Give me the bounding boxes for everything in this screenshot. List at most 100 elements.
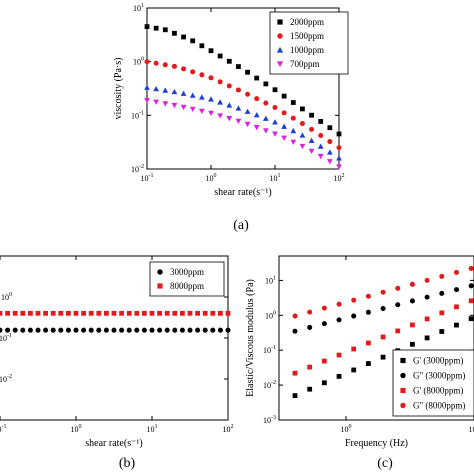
data-point xyxy=(468,265,474,271)
data-point xyxy=(439,273,445,279)
data-point xyxy=(321,305,327,311)
data-point xyxy=(454,304,459,310)
data-point xyxy=(308,137,315,143)
data-point xyxy=(153,25,159,31)
data-point xyxy=(58,327,64,333)
data-point xyxy=(181,34,186,40)
data-point xyxy=(292,328,298,334)
data-point xyxy=(365,293,371,299)
data-point xyxy=(321,321,327,327)
data-point xyxy=(172,327,178,333)
data-point xyxy=(217,113,224,119)
data-point xyxy=(245,69,250,75)
y-tick-label: 10-2 xyxy=(131,164,144,174)
data-point xyxy=(73,310,79,316)
data-point xyxy=(336,155,342,161)
legend-marker xyxy=(400,372,406,379)
data-point xyxy=(351,346,357,352)
data-point xyxy=(199,43,205,49)
data-point xyxy=(300,106,305,112)
data-point xyxy=(290,127,297,134)
data-point xyxy=(439,329,445,334)
data-point xyxy=(81,310,86,316)
data-point xyxy=(290,139,297,146)
data-point xyxy=(180,104,187,111)
data-point xyxy=(104,310,109,316)
y-tick-label: 101 xyxy=(133,3,144,13)
data-point xyxy=(281,110,287,116)
data-point xyxy=(235,87,241,93)
data-point xyxy=(12,327,18,333)
legend-marker xyxy=(400,357,406,364)
series-4 xyxy=(144,97,342,170)
series-4 xyxy=(292,265,474,319)
data-point xyxy=(217,79,223,85)
data-point xyxy=(365,340,371,346)
x-tick-label: 100 xyxy=(340,424,351,434)
data-point xyxy=(317,153,324,160)
data-point xyxy=(58,310,64,316)
data-point xyxy=(327,139,333,145)
legend-label: G" (3000ppm) xyxy=(413,371,465,381)
legend-label: G' (8000ppm) xyxy=(413,386,463,396)
data-point xyxy=(210,310,216,316)
data-point xyxy=(336,373,342,379)
data-point xyxy=(317,143,324,149)
legend-label: G' (3000ppm) xyxy=(413,356,463,366)
data-point xyxy=(327,125,333,131)
data-point xyxy=(336,352,342,358)
data-point xyxy=(208,110,214,116)
x-axis-label: shear rate(s⁻¹) xyxy=(85,438,142,449)
y-tick-label: 100 xyxy=(265,310,276,320)
data-point xyxy=(453,269,459,275)
data-point xyxy=(20,327,26,333)
legend: G' (3000ppm) G" (3000ppm) G' (8000ppm) G" (… xyxy=(392,349,474,417)
data-point xyxy=(454,322,459,328)
data-point xyxy=(225,327,231,333)
data-point xyxy=(380,289,386,295)
data-point xyxy=(424,316,430,322)
data-point xyxy=(336,131,342,137)
panel-label: (c) xyxy=(377,456,393,471)
series-3 xyxy=(144,84,342,161)
data-point xyxy=(119,310,124,316)
legend-marker xyxy=(400,387,406,394)
data-point xyxy=(81,327,87,333)
legend-label: 1000ppm xyxy=(290,45,324,55)
series-1 xyxy=(0,327,231,333)
data-point xyxy=(0,310,3,316)
data-point xyxy=(226,116,233,122)
data-point xyxy=(262,128,269,134)
data-point xyxy=(217,99,224,105)
data-point xyxy=(180,90,187,96)
data-point xyxy=(195,310,200,316)
data-point xyxy=(141,327,147,333)
data-point xyxy=(134,310,140,316)
data-point xyxy=(307,364,313,370)
data-point xyxy=(28,310,33,316)
data-point xyxy=(468,298,474,304)
legend-box xyxy=(269,11,349,75)
series-2 xyxy=(292,283,474,334)
legend-marker xyxy=(400,402,406,409)
x-tick-label: 10-1 xyxy=(0,424,7,434)
data-point xyxy=(236,64,241,69)
y-tick-label: 10-3 xyxy=(263,415,276,425)
legend-label: G" (8000ppm) xyxy=(413,401,465,411)
legend-marker xyxy=(276,46,284,53)
data-point xyxy=(262,115,269,121)
data-point xyxy=(172,30,177,36)
x-tick-label: 100 xyxy=(71,424,82,434)
y-axis-label: Elastic/Viscous modulus (Pa) xyxy=(245,279,256,397)
data-point xyxy=(292,393,298,399)
data-point xyxy=(409,298,415,304)
panel-label: (b) xyxy=(119,456,136,471)
data-point xyxy=(190,38,196,44)
data-point xyxy=(50,327,56,333)
data-point xyxy=(439,290,445,296)
data-point xyxy=(226,58,232,64)
data-point xyxy=(164,310,170,316)
data-point xyxy=(187,327,193,333)
